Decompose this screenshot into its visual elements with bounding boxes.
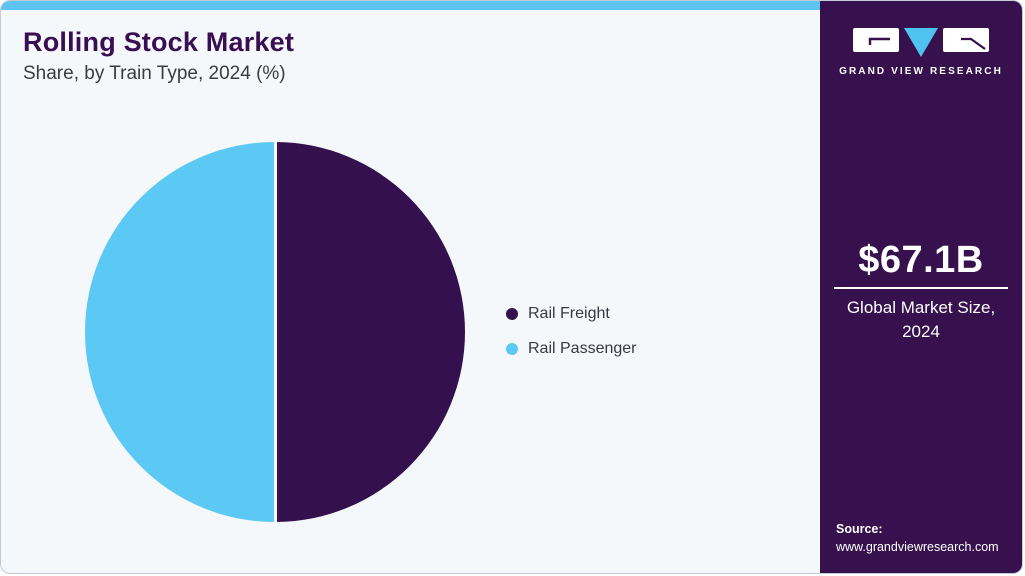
market-size-caption: Global Market Size, 2024 <box>846 298 996 341</box>
legend-label: Rail Passenger <box>528 340 637 357</box>
logo-r-block <box>943 28 989 52</box>
logo-g-glyph <box>868 37 890 45</box>
chart-legend: Rail Freight Rail Passenger <box>506 302 637 372</box>
page-title: Rolling Stock Market <box>23 27 295 57</box>
logo-v-triangle-icon <box>904 28 938 57</box>
legend-item-rail-passenger: Rail Passenger <box>506 337 637 361</box>
source-block: Source: www.grandviewresearch.com <box>836 520 999 558</box>
market-size-block: $67.1B Global Market Size, 2024 <box>820 239 1022 344</box>
source-url: www.grandviewresearch.com <box>836 540 999 555</box>
pie-chart <box>85 140 465 524</box>
market-size-divider <box>834 287 1008 289</box>
legend-label: Rail Freight <box>528 305 610 322</box>
gvr-logo-icon <box>820 28 1022 57</box>
market-size-value: $67.1B <box>858 239 984 281</box>
brand-name: GRAND VIEW RESEARCH <box>839 66 1003 77</box>
chart-header: Rolling Stock Market Share, by Train Typ… <box>23 27 294 85</box>
legend-marker-rail-freight <box>506 308 518 320</box>
page-subtitle: Share, by Train Type, 2024 (%) <box>23 63 286 84</box>
source-label: Source: <box>836 521 883 536</box>
pie-slice-divider <box>273 140 277 524</box>
brand-sidebar: GRAND VIEW RESEARCH $67.1B Global Market… <box>820 1 1022 573</box>
legend-item-rail-freight: Rail Freight <box>506 302 637 326</box>
logo-g-block <box>853 28 899 52</box>
logo-r-glyph <box>961 37 986 50</box>
legend-marker-rail-passenger <box>506 343 518 355</box>
top-accent-bar <box>1 1 1022 10</box>
